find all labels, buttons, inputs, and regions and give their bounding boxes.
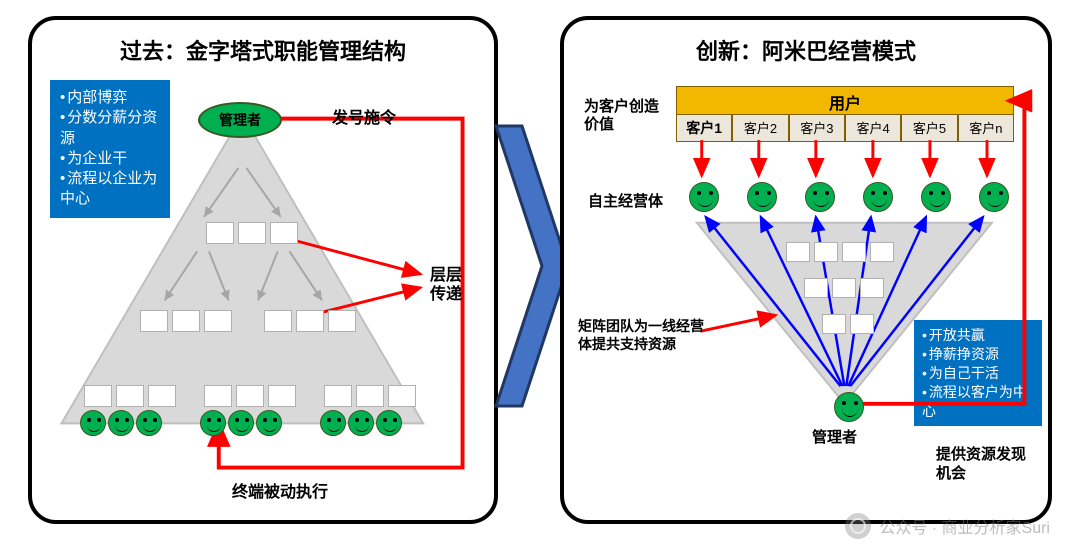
manager-label: 管理者 [219, 110, 261, 130]
wechat-icon [845, 513, 871, 539]
label-autonomous: 自主经营体 [588, 190, 663, 211]
org-box [268, 385, 296, 407]
left-blue-item: 分数分薪分资源 [60, 108, 160, 149]
customer-cell: 客户2 [732, 114, 788, 142]
operator-icon [979, 182, 1009, 212]
org-box [204, 310, 232, 332]
label-exec: 终端被动执行 [232, 478, 328, 502]
org-box [356, 385, 384, 407]
worker-icon [228, 410, 254, 436]
worker-icon [136, 410, 162, 436]
customer-cell: 客户n [958, 114, 1014, 142]
org-box [860, 278, 884, 298]
worker-icon [256, 410, 282, 436]
worker-icon [376, 410, 402, 436]
left-blue-item: 为企业干 [60, 149, 160, 169]
operator-icon [747, 182, 777, 212]
watermark: 公众号 · 商业分析家Suri [845, 513, 1050, 539]
org-box [204, 385, 232, 407]
org-box [870, 242, 894, 262]
manager-node: 管理者 [198, 102, 282, 138]
org-box [238, 222, 266, 244]
operator-icon [863, 182, 893, 212]
right-blue-item: 为自己干活 [922, 364, 1034, 383]
manager-icon [834, 392, 864, 422]
label-relay: 层层传递 [430, 266, 470, 304]
customer-cell: 客户1 [676, 114, 732, 142]
customer-row: 客户1 客户2 客户3 客户4 客户5 客户n [676, 114, 1014, 142]
left-panel: 过去：金字塔式职能管理结构 内部博弈 分数分薪分资源 为企业干 流程以企业为中心 [28, 16, 498, 524]
org-box [822, 314, 846, 334]
org-box [172, 310, 200, 332]
left-blue-box: 内部博弈 分数分薪分资源 为企业干 流程以企业为中心 [50, 80, 170, 218]
org-box [270, 222, 298, 244]
left-blue-item: 流程以企业为中心 [60, 169, 160, 210]
customer-cell: 客户5 [901, 114, 957, 142]
worker-icon [320, 410, 346, 436]
right-manager-label: 管理者 [812, 426, 857, 447]
user-bar-label: 用户 [829, 96, 861, 113]
org-box [842, 242, 866, 262]
org-box [324, 385, 352, 407]
org-box [328, 310, 356, 332]
org-box [264, 310, 292, 332]
right-blue-item: 开放共赢 [922, 326, 1034, 345]
org-box [850, 314, 874, 334]
org-box [140, 310, 168, 332]
operator-icon [805, 182, 835, 212]
org-box [116, 385, 144, 407]
operator-icon [689, 182, 719, 212]
right-blue-item: 流程以客户为中心 [922, 383, 1034, 421]
right-blue-box: 开放共赢 挣薪挣资源 为自己干活 流程以客户为中心 [914, 320, 1042, 426]
worker-icon [80, 410, 106, 436]
org-box [236, 385, 264, 407]
right-blue-item: 挣薪挣资源 [922, 345, 1034, 364]
org-box [832, 278, 856, 298]
org-box [804, 278, 828, 298]
worker-icon [200, 410, 226, 436]
org-box [814, 242, 838, 262]
right-title: 创新：阿米巴经营模式 [564, 34, 1048, 66]
right-panel: 创新：阿米巴经营模式 用户 客户1 客户2 客户3 客户4 客户5 客户n 为客… [560, 16, 1052, 524]
worker-icon [348, 410, 374, 436]
label-matrix: 矩阵团队为一线经营体提共支持资源 [578, 318, 710, 353]
org-box [148, 385, 176, 407]
worker-icon [108, 410, 134, 436]
label-value: 为客户创造价值 [584, 98, 668, 134]
org-box [206, 222, 234, 244]
left-blue-item: 内部博弈 [60, 88, 160, 108]
customer-cell: 客户3 [789, 114, 845, 142]
org-box [388, 385, 416, 407]
operator-icon [921, 182, 951, 212]
label-resource: 提供资源发现机会 [936, 446, 1036, 484]
org-box [296, 310, 324, 332]
customer-cell: 客户4 [845, 114, 901, 142]
org-box [786, 242, 810, 262]
org-box [84, 385, 112, 407]
label-order: 发号施令 [332, 104, 396, 128]
left-title: 过去：金字塔式职能管理结构 [32, 34, 494, 66]
watermark-text: 公众号 · 商业分析家Suri [879, 514, 1050, 538]
